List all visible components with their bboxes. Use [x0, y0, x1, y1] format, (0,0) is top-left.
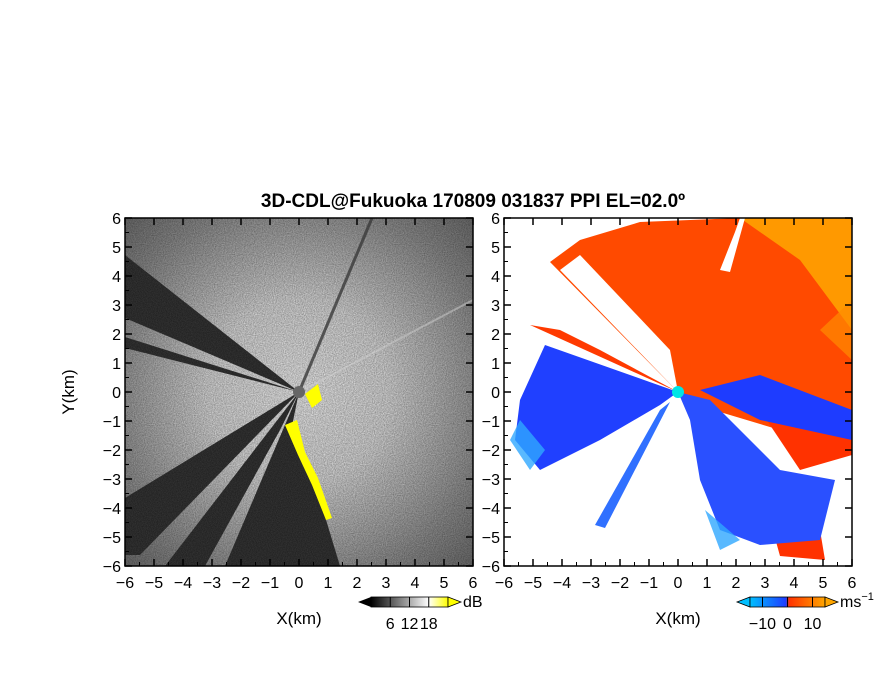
colorbar-tick-label: 12	[401, 616, 419, 633]
colorbar-tick-label: 10	[804, 616, 822, 633]
y-tick-label: −5	[103, 530, 121, 547]
y-tick-label: 0	[112, 385, 121, 402]
saturated-band	[285, 420, 332, 520]
velocity-blocked-sector-nw	[560, 255, 678, 392]
y-tick-label: −3	[103, 472, 121, 489]
approaching-patch-east	[700, 375, 852, 440]
y-tick-label: 2	[491, 327, 500, 344]
x-tick-label: 6	[848, 575, 857, 592]
left-colorbar-arrow-high	[447, 596, 463, 608]
x-tick-label: 1	[703, 575, 712, 592]
right-colorbar-unit: ms−1	[840, 591, 874, 611]
right-colorbar: −10 0 10 ms−1	[735, 591, 874, 633]
saturated-echo	[285, 384, 332, 520]
right-colorbar-arrow-high	[824, 596, 840, 608]
right-panel-image	[504, 218, 852, 566]
approaching-velocity-area	[510, 345, 852, 550]
receding-field-east-tint	[820, 300, 852, 360]
y-tick-label: −2	[482, 443, 500, 460]
y-tick-label: 0	[491, 385, 500, 402]
left-colorbar: 6 12 18 dB	[358, 594, 483, 633]
y-tick-label: 5	[491, 240, 500, 257]
left-x-axis-label: X(km)	[276, 609, 321, 628]
x-tick-label: −2	[232, 575, 250, 592]
x-tick-label: 2	[732, 575, 741, 592]
y-tick-label: 3	[112, 298, 121, 315]
colorbar-tick-label: 6	[386, 616, 395, 633]
right-x-axis-label: X(km)	[655, 609, 700, 628]
y-tick-label: −4	[103, 501, 121, 518]
ray-e	[298, 299, 473, 393]
right-colorbar-ticks: −10 0 10	[749, 597, 822, 633]
approaching-field-west	[515, 345, 678, 470]
x-tick-label: 5	[819, 575, 828, 592]
y-tick-label: 4	[112, 269, 121, 286]
left-colorbar-arrow-low	[358, 597, 371, 607]
y-tick-label: −6	[103, 559, 121, 576]
y-tick-label: −3	[482, 472, 500, 489]
y-tick-label: 2	[112, 327, 121, 344]
y-tick-label: −6	[482, 559, 500, 576]
ray-ne	[297, 218, 374, 393]
y-tick-label: 1	[112, 356, 121, 373]
y-tick-label: −4	[482, 501, 500, 518]
right-colorbar-arrow-low	[735, 596, 751, 608]
colorbar-tick-label: 18	[420, 616, 438, 633]
x-tick-label: −5	[524, 575, 542, 592]
approaching-beam-sw	[595, 402, 670, 528]
receding-field-north	[550, 218, 852, 430]
left-axis-ticks: −6 −5 −4 −3 −2 −1 0 1 2 3 4 5 6 6 5 4 3 2 1 0 −1 −2 −3 −4 −5 −6	[103, 211, 478, 592]
x-tick-label: −1	[640, 575, 658, 592]
x-tick-label: −5	[145, 575, 163, 592]
x-tick-label: −3	[582, 575, 600, 592]
x-tick-label: 3	[382, 575, 391, 592]
right-colorbar-unit-exponent: −1	[861, 591, 874, 603]
left-y-axis-label: Y(km)	[59, 369, 78, 414]
approaching-field-sse	[678, 392, 835, 545]
x-tick-label: 4	[411, 575, 420, 592]
y-tick-label: 1	[491, 356, 500, 373]
x-tick-label: −3	[203, 575, 221, 592]
right-radar-site-marker	[672, 386, 684, 398]
right-axis-ticks: −6 −5 −4 −3 −2 −1 0 1 2 3 4 5 6 6 5 4 3 2 1 0 −1 −2 −3 −4 −5 −6	[482, 211, 857, 592]
y-tick-label: 6	[491, 211, 500, 228]
x-tick-label: 3	[761, 575, 770, 592]
y-tick-label: 4	[491, 269, 500, 286]
approaching-edge-south	[705, 510, 740, 550]
x-tick-label: 2	[353, 575, 362, 592]
y-tick-label: −5	[482, 530, 500, 547]
x-tick-label: −6	[495, 575, 513, 592]
velocity-notch-north	[720, 218, 745, 272]
colorbar-tick-label: −10	[749, 616, 776, 633]
left-colorbar-ticks: 6 12 18	[386, 597, 438, 633]
y-tick-label: −1	[103, 414, 121, 431]
x-tick-label: −1	[261, 575, 279, 592]
y-tick-label: −1	[482, 414, 500, 431]
x-tick-label: 4	[790, 575, 799, 592]
left-panel-image	[125, 218, 473, 566]
x-tick-label: −4	[553, 575, 571, 592]
y-tick-label: 5	[112, 240, 121, 257]
x-tick-label: 6	[469, 575, 478, 592]
chart-title: 3D-CDL@Fukuoka 170809 031837 PPI EL=02.0…	[261, 191, 685, 212]
x-tick-label: −6	[116, 575, 134, 592]
y-tick-label: 6	[112, 211, 121, 228]
x-tick-label: 1	[324, 575, 333, 592]
x-tick-label: 0	[295, 575, 304, 592]
colorbar-tick-label: 0	[783, 616, 792, 633]
x-tick-label: −2	[611, 575, 629, 592]
left-radar-site-marker	[293, 386, 305, 398]
right-colorbar-unit-base: ms	[840, 594, 861, 611]
saturated-patch	[305, 384, 322, 408]
y-tick-label: 3	[491, 298, 500, 315]
x-tick-label: 0	[674, 575, 683, 592]
x-tick-label: 5	[440, 575, 449, 592]
x-tick-label: −4	[174, 575, 192, 592]
receding-field-ne-tint	[740, 218, 852, 330]
receding-field-west	[530, 325, 678, 392]
y-tick-label: −2	[103, 443, 121, 460]
left-colorbar-unit: dB	[463, 594, 483, 611]
approaching-edge-west	[510, 420, 545, 470]
